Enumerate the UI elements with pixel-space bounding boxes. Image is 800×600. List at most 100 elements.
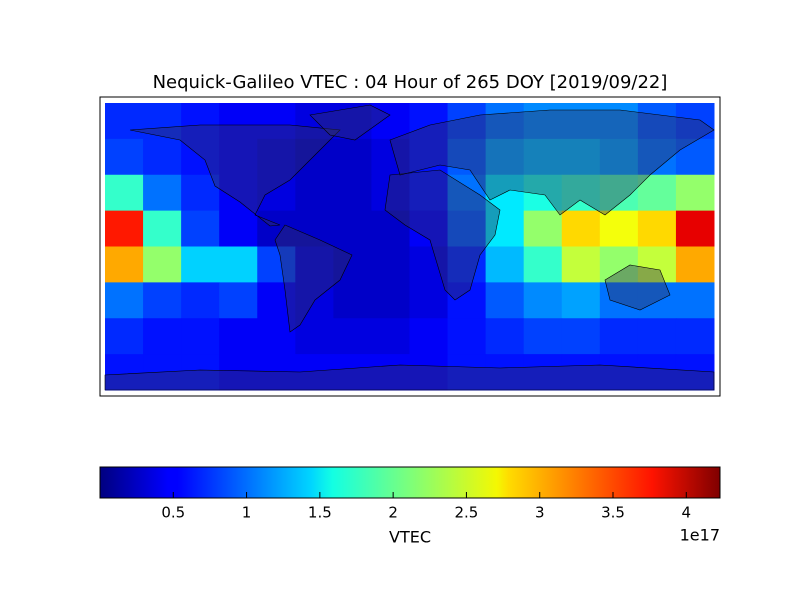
cell (219, 138, 258, 176)
colorbar (99, 466, 721, 499)
south-america (274, 224, 353, 333)
chart-title: Nequick-Galileo VTEC : 04 Hour of 265 DO… (153, 72, 668, 93)
cell (447, 174, 487, 212)
cell (637, 103, 677, 140)
cell (143, 282, 182, 319)
cell (143, 354, 182, 391)
cell (257, 174, 296, 212)
cell (181, 318, 220, 355)
cell (409, 354, 449, 391)
cell (675, 354, 715, 391)
colorbar-ticks: 0.5 1 1.5 2 2.5 3 3.5 4 (161, 492, 691, 522)
tick-label: 0.5 (161, 504, 185, 522)
cell (143, 174, 182, 212)
cell (447, 318, 487, 355)
cell (105, 246, 144, 283)
cell (599, 354, 639, 391)
cell (295, 103, 334, 140)
cell (333, 103, 372, 140)
cell (599, 282, 639, 319)
cell (409, 282, 449, 319)
cell (561, 354, 601, 391)
cell (105, 354, 144, 391)
cell (257, 210, 296, 247)
cell (675, 210, 715, 247)
cell (485, 354, 525, 391)
cell (181, 282, 220, 319)
cell (523, 318, 563, 355)
cell (371, 246, 410, 283)
cell (409, 174, 449, 212)
cell (105, 174, 144, 212)
cell (637, 282, 677, 319)
cell (447, 282, 487, 319)
cell (599, 103, 639, 140)
cell (675, 174, 715, 212)
cell (637, 210, 677, 247)
cell (523, 354, 563, 391)
cell (333, 354, 372, 391)
cell (523, 282, 563, 319)
cell (295, 246, 334, 283)
cell (561, 246, 601, 283)
cell (675, 246, 715, 283)
cell (105, 103, 144, 140)
cell (105, 282, 144, 319)
cell (143, 318, 182, 355)
cell (219, 103, 258, 140)
cell (143, 103, 182, 140)
cell (485, 318, 525, 355)
cell (675, 318, 715, 355)
cell (181, 138, 220, 176)
cell (523, 138, 563, 176)
cell (295, 138, 334, 176)
cell (485, 103, 525, 140)
cell (257, 103, 296, 140)
tick-label: 1 (242, 504, 252, 522)
cell (523, 246, 563, 283)
cell (143, 246, 182, 283)
cell (181, 103, 220, 140)
cell (257, 246, 296, 283)
cell (219, 354, 258, 391)
cell (637, 318, 677, 355)
cell (143, 138, 182, 176)
cell (257, 282, 296, 319)
colorbar-label: VTEC (389, 528, 431, 547)
tick-label: 3.5 (601, 504, 625, 522)
cell (333, 174, 372, 212)
cell (447, 354, 487, 391)
cell (181, 246, 220, 283)
cell (523, 103, 563, 140)
cell (447, 103, 487, 140)
tick-label: 1.5 (308, 504, 332, 522)
cell (371, 282, 410, 319)
cell (485, 174, 525, 212)
antarctica (104, 364, 715, 391)
cell (371, 354, 410, 391)
cell (599, 210, 639, 247)
cell (561, 282, 601, 319)
cell (219, 318, 258, 355)
cell (485, 138, 525, 176)
cell (599, 246, 639, 283)
cell (143, 210, 182, 247)
colorbar-offset: 1e17 (680, 526, 720, 545)
cell (181, 210, 220, 247)
australia (604, 264, 671, 311)
cell (371, 174, 410, 212)
cell (561, 318, 601, 355)
cell (409, 138, 449, 176)
cell (295, 210, 334, 247)
tick-label: 3 (535, 504, 545, 522)
cell (561, 138, 601, 176)
cell (561, 174, 601, 212)
cell (409, 246, 449, 283)
cell (257, 138, 296, 176)
tick-label: 2 (388, 504, 398, 522)
cell (257, 354, 296, 391)
cell (485, 210, 525, 247)
cell (219, 282, 258, 319)
cell (637, 246, 677, 283)
